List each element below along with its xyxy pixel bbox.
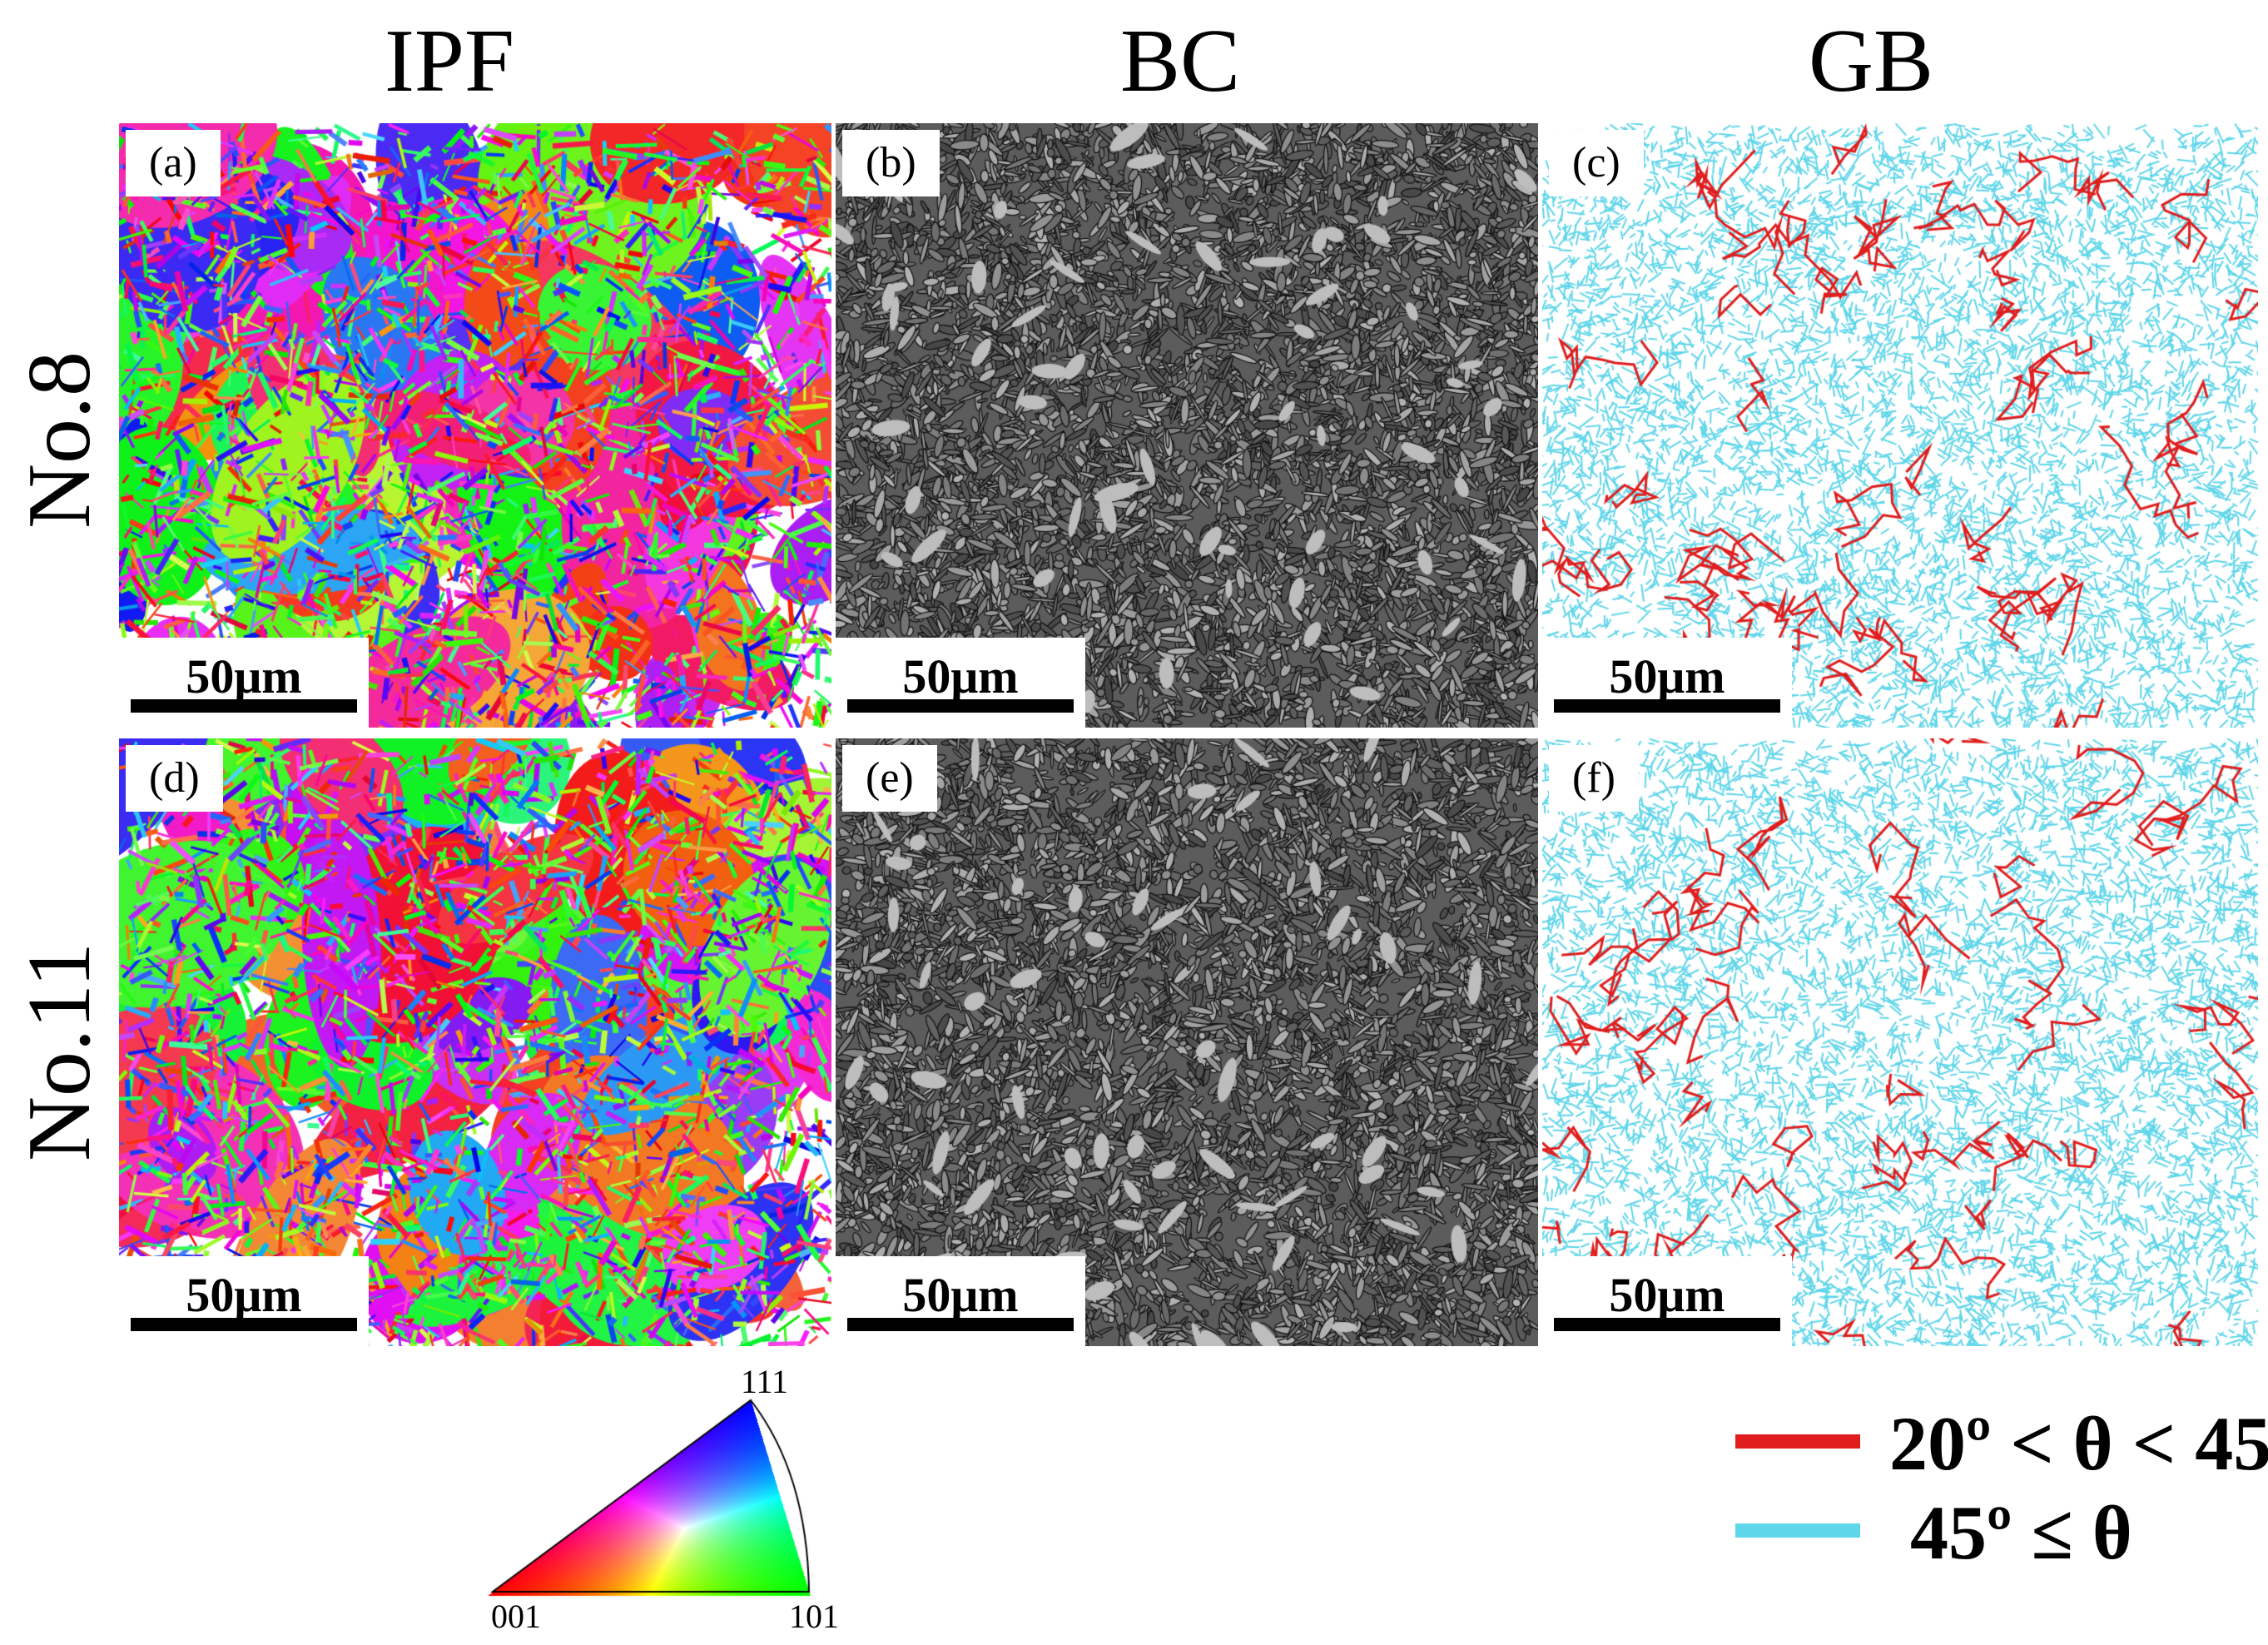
scale-bar: 50μm: [836, 638, 1085, 728]
gb-map-image: [1542, 123, 2258, 728]
legend-label-low-angle: 20º < θ < 45º: [1889, 1401, 2268, 1486]
panel-ipf-no8: (a) 50μm: [119, 123, 831, 728]
scale-bar-label: 50μm: [1609, 649, 1725, 703]
panel-label: (f): [1549, 745, 1639, 812]
panel-ipf-no11: (d) 50μm: [119, 738, 831, 1346]
panel-label: (a): [126, 130, 221, 196]
row-title-no8: No.8: [10, 351, 109, 529]
legend-swatch-cyan: [1735, 1523, 1860, 1538]
panel-bc-no8: (b) 50μm: [836, 123, 1538, 728]
scale-bar-line: [1554, 699, 1780, 713]
column-title-ipf: IPF: [384, 12, 515, 111]
bc-map-image: [836, 123, 1538, 728]
scale-bar: 50μm: [836, 1256, 1085, 1346]
scale-bar-line: [847, 699, 1074, 713]
scale-bar: 50μm: [119, 638, 369, 728]
column-title-bc: BC: [1119, 12, 1241, 111]
scale-bar: 50μm: [1542, 1256, 1792, 1346]
legend-swatch-red: [1735, 1434, 1860, 1449]
legend-item-high-angle: 45º ≤ θ: [1735, 1490, 2251, 1575]
ipf-triangle: [449, 1365, 882, 1640]
panel-label: (b): [842, 130, 940, 196]
ipf-color-key: 111 001 101: [449, 1365, 882, 1640]
scale-bar-label: 50μm: [902, 1268, 1019, 1322]
scale-bar-line: [847, 1318, 1074, 1331]
scale-bar-line: [131, 699, 357, 713]
legend-label-high-angle: 45º ≤ θ: [1910, 1490, 2132, 1575]
ipf-map-image: [119, 123, 831, 728]
scale-bar-line: [131, 1318, 357, 1331]
scale-bar-label: 50μm: [902, 649, 1019, 703]
ipf-label-001: 001: [491, 1598, 541, 1635]
column-title-gb: GB: [1808, 12, 1934, 111]
panel-gb-no11: (f) 50μm: [1542, 738, 2258, 1346]
row-title-no11: No.11: [10, 942, 109, 1161]
scale-bar: 50μm: [119, 1256, 369, 1346]
legend-item-low-angle: 20º < θ < 45º: [1735, 1405, 2268, 1482]
scale-bar-label: 50μm: [186, 1268, 302, 1322]
bc-map-image: [836, 738, 1538, 1346]
scale-bar-label: 50μm: [186, 649, 302, 703]
panel-label: (d): [126, 745, 223, 812]
panel-gb-no8: (c) 50μm: [1542, 123, 2258, 728]
panel-label: (e): [842, 745, 937, 812]
scale-bar: 50μm: [1542, 638, 1792, 728]
panel-label: (c): [1549, 130, 1644, 196]
ipf-label-111: 111: [741, 1363, 789, 1400]
scale-bar-line: [1554, 1318, 1780, 1331]
panel-bc-no11: (e) 50μm: [836, 738, 1538, 1346]
gb-map-image: [1542, 738, 2258, 1346]
ipf-map-image: [119, 738, 831, 1346]
ipf-label-101: 101: [789, 1598, 839, 1635]
scale-bar-label: 50μm: [1609, 1268, 1725, 1322]
